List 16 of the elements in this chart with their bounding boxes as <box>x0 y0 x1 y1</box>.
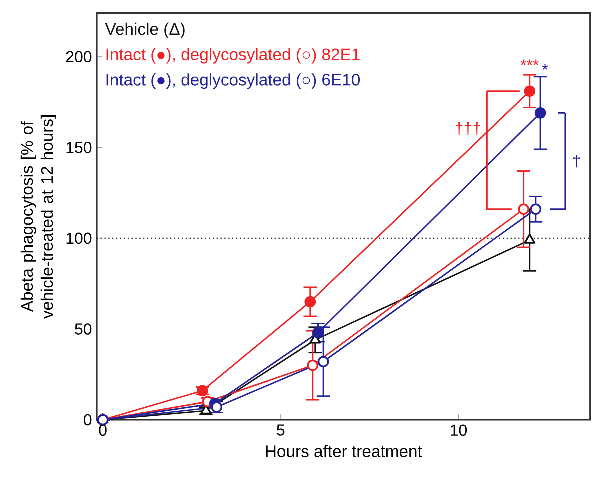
annotation: Intact (●), deglycosylated (○) 6E10 <box>106 74 360 90</box>
y-tick-label: 0 <box>84 414 92 426</box>
x-tick-label: 5 <box>277 424 285 436</box>
y-tick-label: 150 <box>66 142 92 154</box>
annotation: * <box>542 64 548 70</box>
annotation: ††† <box>456 122 481 135</box>
x-axis-title: Hours after treatment <box>266 445 422 458</box>
y-tick-label: 50 <box>75 324 92 335</box>
annotation: † <box>573 154 580 168</box>
y-axis-title: Abeta phagocytosis [% of vehicle-treated at 12 hours] <box>20 116 56 319</box>
annotation: Vehicle (Δ) <box>105 22 185 38</box>
y-tick-label: 100 <box>66 232 92 244</box>
annotation: Intact (●), deglycosylated (○) 82E1 <box>106 48 360 64</box>
x-tick-label: 10 <box>451 424 468 436</box>
y-tick-label: 200 <box>66 51 92 63</box>
annotation: *** <box>520 60 539 66</box>
